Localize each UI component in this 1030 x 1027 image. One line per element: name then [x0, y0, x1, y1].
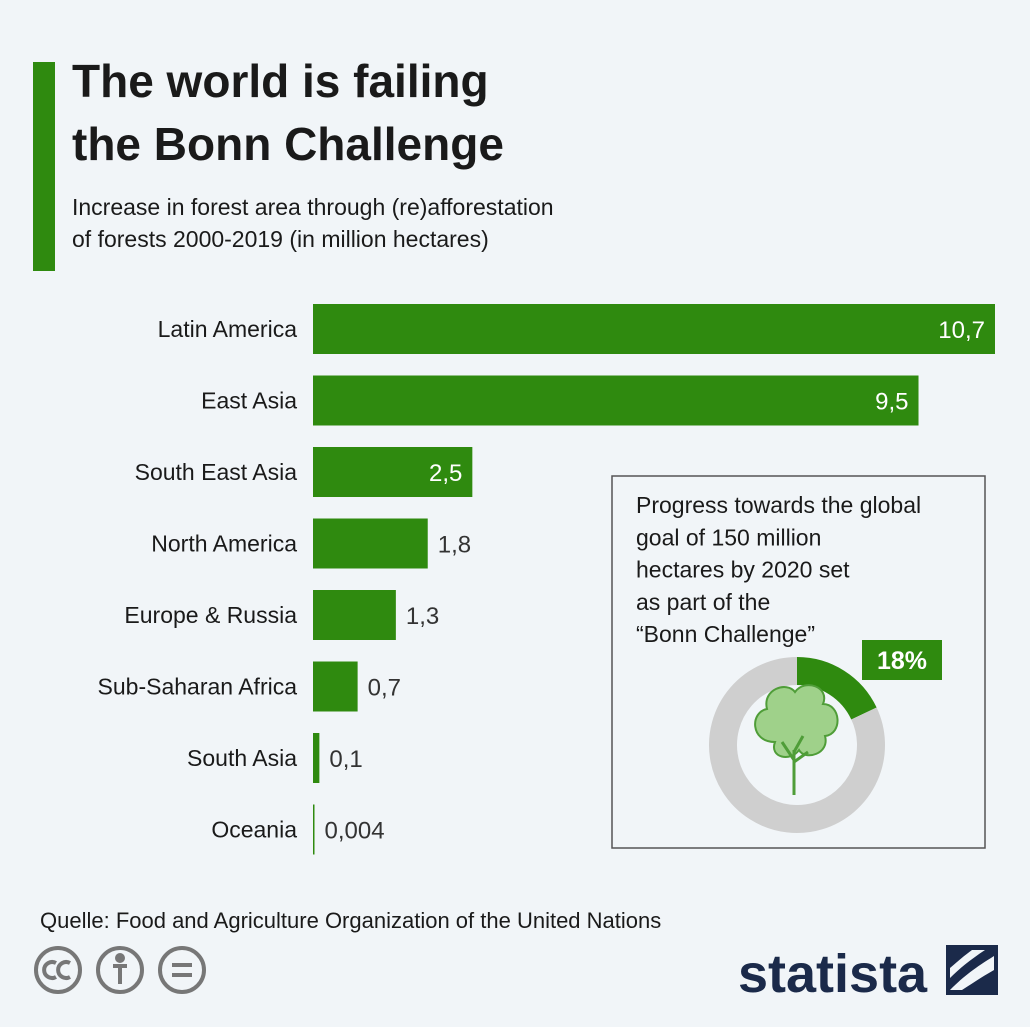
donut-segment — [709, 657, 885, 833]
tree-icon — [754, 684, 839, 795]
value-label: 18% — [877, 647, 927, 675]
chart-title: the Bonn Challenge — [72, 118, 504, 170]
value-label-box — [862, 640, 942, 680]
bar — [313, 733, 320, 783]
bar — [313, 375, 919, 426]
bar — [313, 590, 396, 640]
category-label: South East Asia — [135, 459, 298, 485]
inset-box — [611, 475, 986, 849]
inset-text: Progress towards the global — [636, 492, 921, 518]
donut-segment — [796, 657, 877, 720]
bar — [313, 518, 428, 569]
value-label: 0,1 — [329, 746, 362, 773]
bar — [313, 804, 315, 855]
category-label: Oceania — [211, 817, 297, 843]
license-icons — [34, 946, 206, 994]
category-label: North America — [151, 531, 297, 557]
inset-text: goal of 150 million — [636, 524, 821, 550]
value-label: 0,7 — [368, 675, 401, 702]
value-label: 1,8 — [438, 532, 471, 559]
brand-logo: statista — [738, 944, 928, 1004]
bar — [313, 304, 995, 354]
inset-text: “Bonn Challenge” — [636, 621, 815, 647]
accent-bar — [33, 62, 55, 271]
chart-subtitle: Increase in forest area through (re)affo… — [72, 194, 554, 220]
category-label: East Asia — [201, 388, 297, 414]
brand-icon — [946, 945, 998, 995]
value-label: 2,5 — [429, 460, 462, 487]
value-label: 9,5 — [875, 389, 908, 416]
category-label: South Asia — [187, 745, 297, 771]
chart-title: The world is failing — [72, 55, 489, 107]
value-label: 1,3 — [406, 603, 439, 630]
category-label: Europe & Russia — [124, 602, 297, 628]
category-label: Latin America — [158, 316, 298, 342]
chart-subtitle: of forests 2000-2019 (in million hectare… — [72, 226, 489, 252]
bar — [313, 447, 473, 497]
value-label: 10,7 — [938, 317, 985, 344]
inset-text: hectares by 2020 set — [636, 557, 850, 583]
value-label: 0,004 — [325, 818, 385, 845]
category-label: Sub-Saharan Africa — [98, 674, 298, 700]
source: Quelle: Food and Agriculture Organizatio… — [40, 908, 661, 933]
inset-text: as part of the — [636, 589, 770, 615]
bar — [313, 661, 358, 712]
